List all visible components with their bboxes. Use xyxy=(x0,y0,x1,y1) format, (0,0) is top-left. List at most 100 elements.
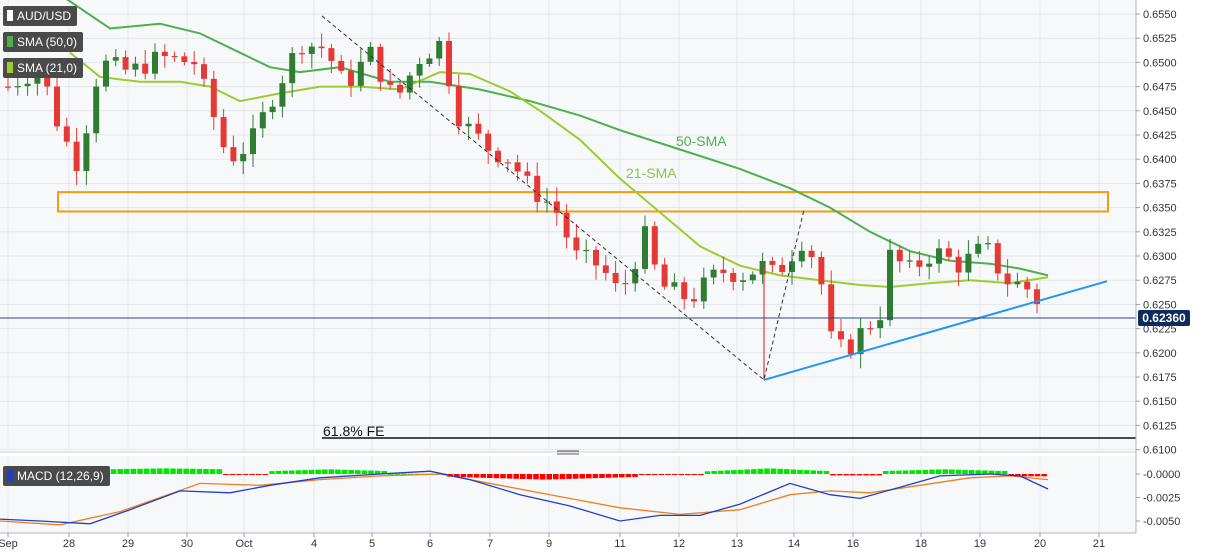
x-tick-label: 9 xyxy=(546,538,552,550)
macd-histogram-bar xyxy=(368,470,374,474)
macd-histogram-bar xyxy=(658,474,665,475)
macd-histogram-bar xyxy=(275,470,282,474)
macd-histogram-bar xyxy=(480,474,486,478)
macd-histogram-bar xyxy=(401,473,407,475)
candle-body xyxy=(916,260,923,267)
macd-legend-label: MACD (12,26,9) xyxy=(17,469,104,483)
macd-histogram-bar xyxy=(922,469,929,474)
macd-y-tick-label: -0.0050 xyxy=(1143,516,1180,528)
resistance-zone xyxy=(57,191,1109,213)
candle-body xyxy=(632,268,639,284)
y-tick-label: 0.6450 xyxy=(1143,106,1177,118)
candle-body xyxy=(985,243,991,245)
candle-body xyxy=(220,117,227,148)
macd-line xyxy=(0,470,1049,525)
macd-swatch xyxy=(7,470,13,481)
macd-histogram-bar xyxy=(737,469,744,474)
candle-body xyxy=(700,277,707,302)
macd-histogram-bar xyxy=(282,470,288,474)
macd-histogram-bar xyxy=(757,468,764,474)
candle-body xyxy=(328,48,335,61)
sma50-annotation: 50-SMA xyxy=(676,133,727,149)
macd-histogram-bar xyxy=(889,470,896,474)
candle-body xyxy=(377,46,384,82)
y-tick-label: 0.6275 xyxy=(1143,275,1177,287)
macd-histogram-bar xyxy=(467,474,473,478)
macd-histogram-bar xyxy=(586,474,592,479)
macd-histogram-bar xyxy=(698,474,704,475)
candle-body xyxy=(681,282,688,300)
candle-body xyxy=(573,237,580,251)
macd-histogram-bar xyxy=(764,468,770,474)
sma50-legend[interactable]: SMA (50,0) xyxy=(3,32,84,52)
macd-histogram-bar xyxy=(374,470,381,474)
macd-histogram-bar xyxy=(381,470,387,474)
macd-histogram-bar xyxy=(711,470,717,474)
axes: 0.6550 0.6525 0.6500 0.6475 0.6450 0.6425 0.64… xyxy=(0,0,1180,550)
candle-body xyxy=(132,63,139,70)
macd-histogram-bar xyxy=(803,470,810,474)
macd-histogram-bar xyxy=(975,470,981,474)
macd-histogram-bar xyxy=(341,469,348,474)
macd-histogram-bar xyxy=(269,471,275,474)
macd-histogram-bar xyxy=(183,468,189,474)
macd-signal-line xyxy=(0,473,1049,526)
candle-body xyxy=(44,70,51,87)
macd-histogram-bar xyxy=(638,474,645,475)
x-tick-label: 6 xyxy=(427,538,433,550)
macd-histogram-bar xyxy=(968,470,975,474)
macd-histogram-bar xyxy=(394,473,401,475)
macd-histogram-bar xyxy=(823,471,830,474)
macd-histogram-bar xyxy=(909,470,915,474)
candle-body xyxy=(416,64,423,76)
macd-histogram-bar xyxy=(579,474,585,479)
candle-body xyxy=(887,249,893,321)
macd-histogram-bar xyxy=(137,468,143,474)
y-tick-label: 0.6225 xyxy=(1143,324,1177,336)
candle-body xyxy=(965,253,972,273)
candle-body xyxy=(152,51,158,74)
candle-body xyxy=(1034,289,1040,305)
x-tick-label: 5 xyxy=(369,538,375,550)
x-tick-label: 14 xyxy=(788,538,800,550)
candle-body xyxy=(446,40,452,87)
macd-histogram-bar xyxy=(718,470,724,474)
macd-histogram-bar xyxy=(546,474,552,480)
macd-histogram-bar xyxy=(216,469,222,474)
candle-body xyxy=(553,201,560,213)
sma21-legend[interactable]: SMA (21,0) xyxy=(3,58,84,78)
macd-histogram-bar xyxy=(493,474,500,479)
candle-body xyxy=(749,274,756,281)
sma21-line xyxy=(69,51,1049,289)
x-tick-label: 18 xyxy=(915,538,927,550)
y-tick-label: 0.6200 xyxy=(1143,348,1177,360)
macd-histogram-bar xyxy=(150,468,156,474)
candle-body xyxy=(201,64,207,79)
candle-body xyxy=(524,171,531,176)
candle-body xyxy=(661,264,668,287)
y-tick-label: 0.6150 xyxy=(1143,396,1177,408)
macd-histogram-bar xyxy=(1021,474,1028,477)
candle-body xyxy=(250,128,256,155)
macd-histogram-bar xyxy=(632,474,638,477)
macd-histogram-bar xyxy=(810,470,816,474)
y-tick-label: 0.6250 xyxy=(1143,299,1177,311)
sma21-legend-label: SMA (21,0) xyxy=(17,61,78,75)
macd-histogram-bar xyxy=(949,469,955,474)
candle-body xyxy=(112,57,119,61)
sma50-legend-label: SMA (50,0) xyxy=(17,35,78,49)
candle-body xyxy=(563,212,570,238)
candle-body xyxy=(857,328,864,355)
candle-body xyxy=(495,150,501,163)
candle-body xyxy=(691,299,697,302)
macd-histogram-bar xyxy=(335,469,341,474)
macd-histogram-bar xyxy=(262,474,269,475)
candle-body xyxy=(896,249,903,262)
macd-histogram-bar xyxy=(110,469,117,474)
candle-body xyxy=(191,61,198,65)
macd-histogram-bar xyxy=(843,474,849,476)
candle-body xyxy=(838,331,844,340)
macd-y-tick-label: -0.0000 xyxy=(1143,469,1180,481)
macd-legend[interactable]: MACD (12,26,9) xyxy=(3,466,110,486)
macd-histogram-bar xyxy=(209,469,216,474)
